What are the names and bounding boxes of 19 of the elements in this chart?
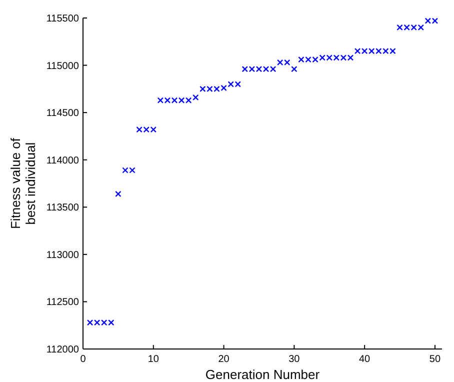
x-tick-label: 50 bbox=[429, 354, 441, 365]
y-axis-title: Fitness value of best individual bbox=[8, 138, 38, 230]
x-tick-label: 10 bbox=[148, 354, 160, 365]
x-axis-title: Generation Number bbox=[205, 367, 320, 382]
point bbox=[291, 66, 298, 72]
y-tick-label: 113500 bbox=[46, 202, 80, 214]
x-tick-label: 30 bbox=[288, 354, 300, 365]
y-tick-label: 114500 bbox=[46, 108, 80, 120]
point bbox=[115, 190, 122, 198]
x-tick-label: 0 bbox=[80, 354, 86, 365]
y-tick-label: 115000 bbox=[46, 60, 80, 72]
y-tick-label: 115500 bbox=[46, 14, 80, 24]
x-tick-label: 40 bbox=[359, 354, 371, 365]
y-tick-label: 112000 bbox=[46, 344, 80, 356]
point bbox=[192, 94, 199, 101]
y-tick-label: 113000 bbox=[46, 250, 80, 261]
x-tick-label: 20 bbox=[218, 354, 230, 365]
y-tick-label: 114000 bbox=[46, 155, 80, 166]
y-tick-label: 112500 bbox=[46, 297, 80, 308]
